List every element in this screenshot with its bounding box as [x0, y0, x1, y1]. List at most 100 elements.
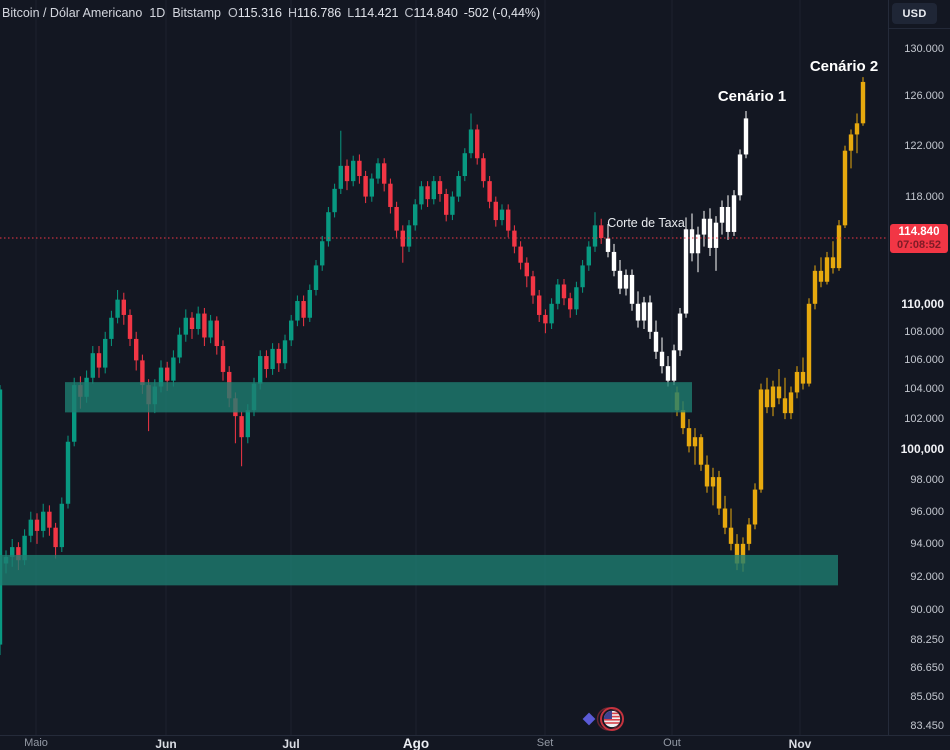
candle-body — [653, 331, 659, 352]
candle-body — [537, 295, 542, 315]
candle-body — [258, 356, 263, 384]
candle-body — [530, 276, 536, 296]
candle-body — [239, 416, 244, 438]
price-tick: 90.000 — [910, 604, 944, 617]
candle-body — [770, 386, 776, 408]
event-ring-icon — [600, 707, 624, 731]
candle-body — [704, 464, 710, 487]
rate-cut-label[interactable]: Corte de Taxa — [607, 216, 685, 230]
candle-body — [665, 366, 671, 381]
symbol-title: Bitcoin / Dólar Americano — [2, 6, 143, 20]
economic-event-marker[interactable] — [582, 707, 624, 731]
high-label: H — [287, 6, 297, 20]
close-label: C — [404, 6, 414, 20]
candle-body — [0, 389, 3, 645]
candle-body — [719, 206, 725, 223]
symbol-info-bar[interactable]: Bitcoin / Dólar Americano 1D Bitstamp O1… — [0, 0, 540, 26]
candle-body — [659, 351, 665, 367]
candle-body — [202, 313, 207, 338]
candle-body — [16, 547, 21, 561]
candle-body — [512, 230, 517, 247]
candles-scenario-1 — [605, 111, 749, 387]
candle-body — [860, 81, 866, 124]
price-tick: 100,000 — [900, 442, 944, 457]
candle-body — [683, 229, 689, 314]
ohlc-high: H116.786 — [288, 6, 341, 20]
chart-canvas[interactable]: Corte de Taxa Cenário 1 Cenário 2 — [0, 0, 888, 735]
currency-toggle-usd[interactable]: USD — [892, 3, 937, 24]
scenario-2-label[interactable]: Cenário 2 — [810, 58, 878, 75]
candle-body — [561, 284, 567, 299]
scenario-1-label[interactable]: Cenário 1 — [718, 88, 786, 105]
time-axis[interactable]: Maio Jun Jul Ago Set Out Nov — [0, 735, 950, 750]
price-tick: 122.000 — [904, 139, 944, 152]
time-axis-label: Jul — [282, 737, 300, 750]
candle-body — [313, 265, 319, 290]
candle-body — [671, 350, 677, 381]
candle-body — [677, 313, 683, 351]
candle-body — [468, 129, 474, 154]
candle-body — [34, 519, 40, 531]
supply-demand-zone[interactable] — [0, 554, 838, 586]
candle-body — [707, 218, 713, 248]
exchange-label: Bitstamp — [172, 6, 221, 20]
candle-body — [830, 257, 836, 269]
candle-body — [725, 206, 731, 232]
candle-body — [28, 519, 33, 536]
candle-body — [326, 212, 331, 242]
price-axis[interactable]: 114.840 07:08:52 130.000 126.000 122.000 11… — [888, 0, 950, 735]
candle-body — [710, 477, 716, 487]
candle-body — [506, 209, 511, 231]
candle-body — [456, 176, 461, 197]
candle-body — [641, 302, 647, 321]
candle-body — [481, 158, 486, 182]
candle-body — [731, 195, 737, 232]
candle-body — [848, 134, 854, 151]
candle-body — [698, 437, 704, 465]
candle-body — [369, 178, 374, 197]
open-label: O — [227, 6, 238, 20]
candle-body — [208, 320, 213, 338]
candle-body — [332, 188, 337, 213]
candle-body — [611, 251, 617, 271]
candle-body — [103, 338, 108, 368]
candle-body — [363, 176, 368, 197]
candle-body — [716, 477, 722, 509]
candle-body — [53, 527, 58, 548]
price-tick: 106.000 — [904, 354, 944, 367]
candle-body — [680, 410, 686, 429]
candle-body — [746, 524, 752, 544]
open-value: 115.316 — [237, 6, 282, 20]
candle-body — [338, 165, 343, 189]
candle-body — [499, 209, 505, 221]
price-tick: 98.000 — [910, 474, 944, 487]
candle-body — [824, 257, 830, 282]
price-tick: 130.000 — [904, 42, 944, 55]
time-axis-label: Maio — [24, 737, 48, 749]
candle-body — [183, 317, 188, 335]
candle-body — [444, 194, 449, 215]
candle-body — [493, 201, 498, 221]
candle-body — [758, 389, 764, 490]
price-tick: 118.000 — [905, 190, 944, 203]
candle-body — [599, 225, 604, 239]
price-tick: 126.000 — [904, 90, 944, 103]
candle-wick — [694, 428, 696, 465]
candle-body — [171, 357, 176, 381]
candle-body — [788, 392, 794, 414]
price-tick: 96.000 — [910, 505, 944, 518]
candle-body — [692, 437, 698, 447]
candle-body — [270, 348, 275, 370]
price-axis-separator — [889, 28, 950, 29]
candle-body — [854, 123, 860, 135]
candle-body — [196, 313, 201, 329]
supply-demand-zone[interactable] — [65, 382, 692, 413]
price-tick: 88.250 — [910, 634, 944, 647]
candle-wick — [234, 392, 236, 444]
candle-body — [686, 428, 692, 447]
candle-body — [47, 511, 52, 528]
ohlc-open: O115.316 — [228, 6, 282, 20]
candle-body — [752, 489, 758, 525]
candle-body — [713, 222, 719, 248]
